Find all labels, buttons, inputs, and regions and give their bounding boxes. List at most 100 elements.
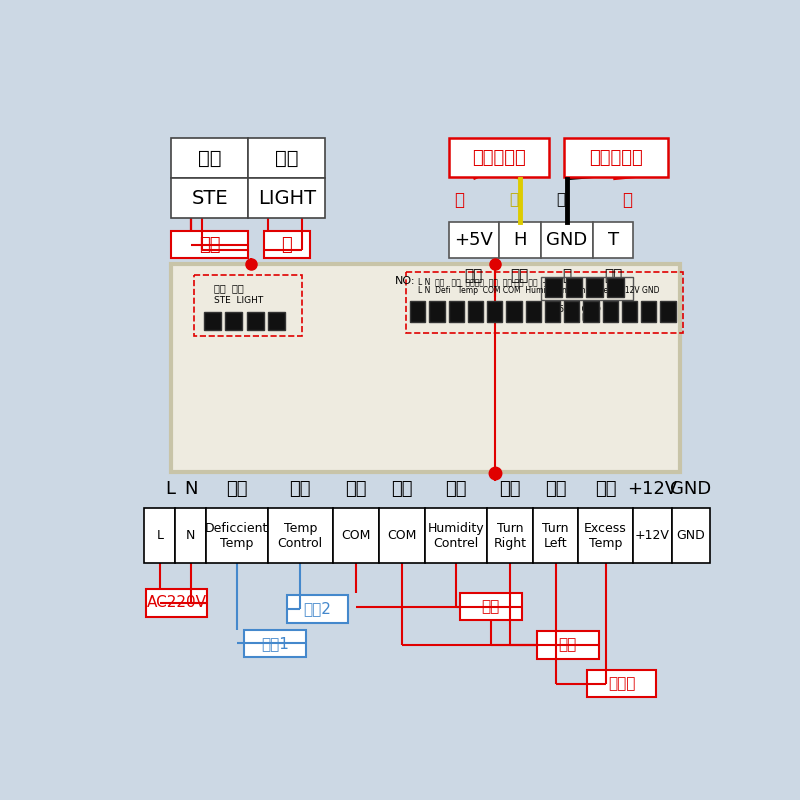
Bar <box>333 508 379 563</box>
Bar <box>460 593 522 620</box>
Bar <box>226 312 242 330</box>
Bar <box>602 301 618 322</box>
Text: +12V: +12V <box>635 529 670 542</box>
Text: 控温: 控温 <box>289 480 310 498</box>
Text: 地: 地 <box>562 268 572 283</box>
Text: 加热1: 加热1 <box>262 636 289 651</box>
Text: 黑: 黑 <box>556 193 566 207</box>
Bar <box>541 277 634 300</box>
Bar <box>267 508 333 563</box>
Text: +5V: +5V <box>454 231 493 249</box>
Bar <box>537 631 598 659</box>
Text: H: H <box>513 231 526 249</box>
Bar <box>287 595 349 622</box>
Bar <box>545 278 562 297</box>
Bar <box>248 138 326 178</box>
Bar <box>566 278 582 297</box>
Bar <box>594 222 634 258</box>
Text: 公共: 公共 <box>346 480 367 498</box>
Bar <box>246 312 264 330</box>
Text: 温度传感器: 温度传感器 <box>589 149 643 166</box>
Text: 左翻: 左翻 <box>545 480 566 498</box>
Text: GND: GND <box>546 231 588 249</box>
Text: Turn
Right: Turn Right <box>494 522 526 550</box>
Text: AC220V: AC220V <box>146 595 206 610</box>
Text: N: N <box>184 480 198 498</box>
Text: 消毒: 消毒 <box>198 149 222 168</box>
Text: 欠温: 欠温 <box>226 480 247 498</box>
Text: 照明: 照明 <box>275 149 298 168</box>
Text: GND: GND <box>677 529 706 542</box>
Bar <box>641 301 656 322</box>
Bar <box>449 138 549 177</box>
Text: Deficcient
Temp: Deficcient Temp <box>205 522 269 550</box>
Bar <box>564 138 668 177</box>
Text: T: T <box>608 231 619 249</box>
Text: L N  Defi   Temp  COM COM  Humi  Turn Turn  Excess +12V GND: L N Defi Temp COM COM Humi Turn Turn Exc… <box>418 286 659 295</box>
Bar <box>545 301 560 322</box>
Text: 温度: 温度 <box>604 268 622 283</box>
Bar <box>264 230 310 258</box>
Text: 公共: 公共 <box>391 480 413 498</box>
Text: +5V H GND T: +5V H GND T <box>553 305 609 314</box>
Text: 红: 红 <box>454 191 465 209</box>
Bar <box>498 222 541 258</box>
Bar <box>564 301 579 322</box>
Text: 电源: 电源 <box>464 268 482 283</box>
Bar <box>379 508 426 563</box>
Text: 电源 湿度 地 温度: 电源 湿度 地 温度 <box>553 313 592 322</box>
Text: 控湿: 控湿 <box>446 480 467 498</box>
Bar <box>622 301 637 322</box>
Bar <box>468 301 483 322</box>
Bar <box>146 589 207 617</box>
Bar <box>171 138 248 178</box>
Text: 湿度传感器: 湿度传感器 <box>472 149 526 166</box>
Text: GND: GND <box>670 480 712 498</box>
Text: N: N <box>186 529 195 542</box>
Bar <box>204 312 221 330</box>
Bar <box>406 271 683 333</box>
Text: L: L <box>156 529 163 542</box>
Bar <box>194 274 302 336</box>
Bar <box>487 301 502 322</box>
Text: 消毒: 消毒 <box>199 236 221 254</box>
Bar <box>541 222 594 258</box>
Text: 红: 红 <box>622 191 632 209</box>
Bar <box>206 508 267 563</box>
Bar <box>410 301 426 322</box>
Text: Humidity
Contrel: Humidity Contrel <box>428 522 485 550</box>
Bar <box>449 301 464 322</box>
Bar <box>426 508 487 563</box>
Bar <box>578 508 634 563</box>
Text: 右翻: 右翻 <box>499 480 521 498</box>
Text: 加湿: 加湿 <box>482 599 500 614</box>
Bar <box>526 301 541 322</box>
Text: L: L <box>165 480 174 498</box>
Bar <box>607 278 624 297</box>
Text: COM: COM <box>388 529 417 542</box>
Bar <box>245 630 306 658</box>
Bar <box>586 278 603 297</box>
Bar <box>175 508 206 563</box>
Bar <box>248 178 326 218</box>
Text: 翻蛋: 翻蛋 <box>558 638 577 653</box>
Bar <box>171 264 679 472</box>
Bar <box>587 670 656 698</box>
Bar <box>487 508 534 563</box>
Bar <box>672 508 710 563</box>
Bar <box>660 301 676 322</box>
Text: 超温: 超温 <box>595 480 616 498</box>
Bar <box>430 301 445 322</box>
Text: Temp
Control: Temp Control <box>278 522 323 550</box>
Text: STE: STE <box>191 189 228 208</box>
Text: 灯: 灯 <box>282 236 292 254</box>
Bar <box>534 508 578 563</box>
Text: +12V: +12V <box>627 480 678 498</box>
Bar <box>583 301 598 322</box>
Bar <box>171 178 248 218</box>
Text: 加热2: 加热2 <box>304 602 331 616</box>
Bar <box>268 312 286 330</box>
Bar <box>634 508 672 563</box>
Text: 黄: 黄 <box>509 193 518 207</box>
Text: Excess
Temp: Excess Temp <box>584 522 627 550</box>
